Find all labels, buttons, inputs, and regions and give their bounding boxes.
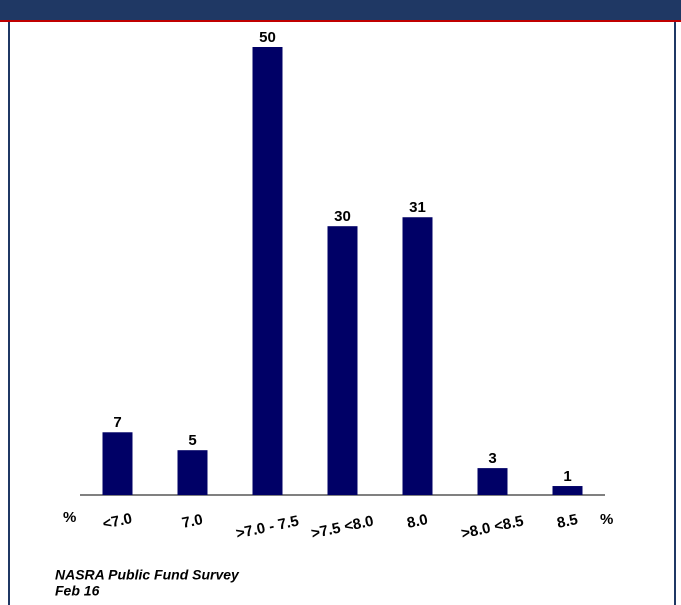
- value-label: 5: [188, 432, 196, 449]
- value-label: 31: [409, 199, 426, 216]
- x-unit-left: %: [63, 509, 76, 526]
- bar: [252, 47, 283, 495]
- x-tick-label: >8.0 <8.5: [460, 513, 526, 543]
- x-tick-label: 8.0: [405, 511, 429, 532]
- x-tick-label: 8.5: [555, 511, 579, 532]
- date: Feb 16: [55, 583, 100, 599]
- x-tick-label: <7.0: [101, 510, 134, 533]
- x-tick-label: >7.5 <8.0: [310, 513, 376, 543]
- value-label: 30: [334, 208, 351, 225]
- bar: [327, 226, 358, 495]
- value-label: 7: [113, 414, 121, 431]
- bar: [402, 217, 433, 496]
- value-label: 1: [563, 468, 571, 485]
- bar: [177, 450, 208, 495]
- source: NASRA Public Fund Survey: [55, 567, 240, 583]
- header-rule: [0, 20, 681, 22]
- bar: [477, 468, 508, 495]
- bar: [552, 486, 583, 495]
- bar: [102, 432, 133, 495]
- header-band: [0, 0, 681, 20]
- value-label: 3: [488, 450, 496, 467]
- x-unit-right: %: [600, 511, 613, 528]
- x-tick-label: 7.0: [180, 511, 204, 532]
- x-tick-label: >7.0 - 7.5: [234, 513, 300, 543]
- value-label: 50: [259, 29, 276, 46]
